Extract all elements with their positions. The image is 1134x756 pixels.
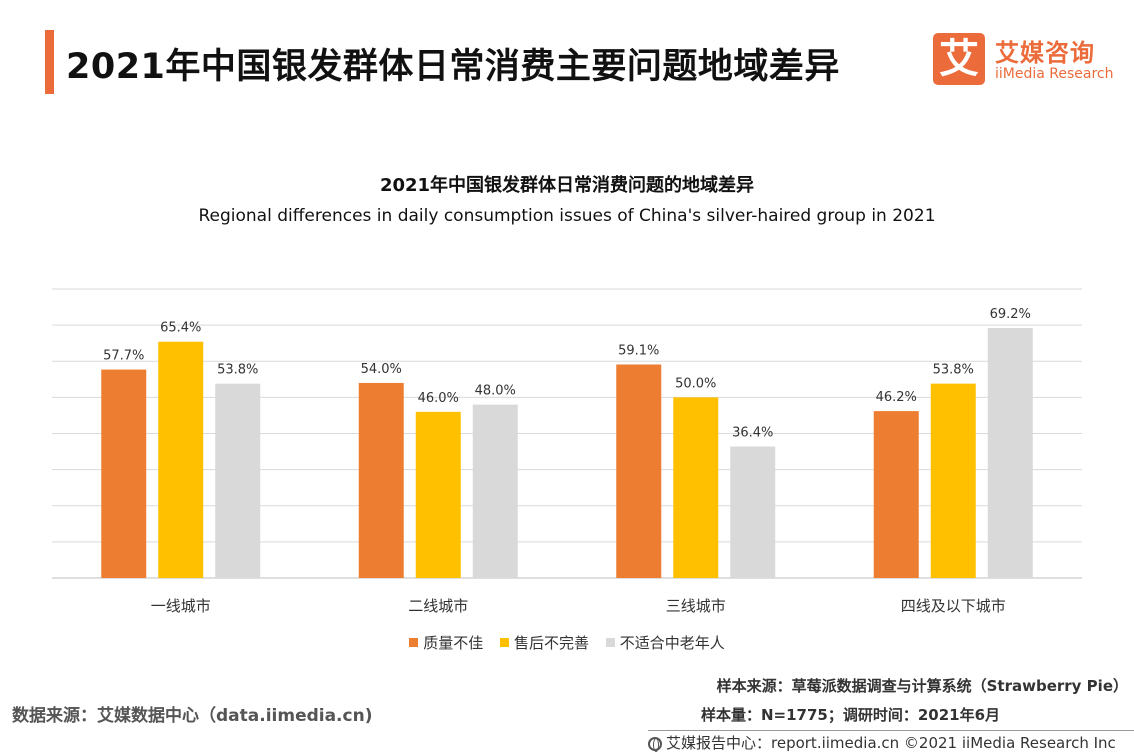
bar — [415, 411, 461, 578]
bar — [987, 328, 1033, 578]
logo-name-en: iiMedia Research — [995, 66, 1114, 82]
chart-subtitle: Regional differences in daily consumptio… — [198, 206, 936, 226]
logo-name-cn: 艾媒咨询 — [995, 39, 1095, 67]
legend-label: 售后不完善 — [513, 634, 589, 652]
bar-value-label: 59.1% — [618, 344, 659, 359]
x-tick-label: 三线城市 — [666, 597, 726, 615]
x-tick-label: 四线及以下城市 — [901, 597, 1006, 615]
bar — [215, 383, 261, 578]
bar-value-label: 54.0% — [361, 362, 402, 377]
bar-value-label: 53.8% — [933, 363, 974, 378]
page-title: 2021年中国银发群体日常消费主要问题地域差异 — [66, 47, 840, 87]
legend-swatch — [605, 638, 615, 647]
legend-item: 不适合中老年人 — [605, 632, 725, 653]
bar-value-label: 36.4% — [732, 426, 773, 441]
bar-value-label: 46.2% — [876, 390, 917, 405]
bar-value-label: 53.8% — [217, 363, 258, 378]
footer: 艾媒报告中心：report.iimedia.cn ©2021 iiMedia R… — [648, 732, 1116, 753]
legend-item: 售后不完善 — [499, 632, 589, 653]
legend-swatch — [409, 638, 419, 647]
bar-value-label: 57.7% — [103, 349, 144, 364]
sample-source: 样本来源：草莓派数据调查与计算系统（Strawberry Pie） — [716, 677, 1128, 695]
bar-value-label: 65.4% — [160, 321, 201, 336]
bar — [158, 341, 204, 578]
bar-value-label: 69.2% — [990, 307, 1031, 322]
bar-value-label: 50.0% — [675, 376, 716, 391]
legend-swatch — [499, 638, 509, 647]
logo-mark: 艾 — [933, 33, 985, 85]
bar — [730, 446, 776, 578]
bar-value-label: 48.0% — [475, 384, 516, 399]
sample-size: 样本量：N=1775；调研时间：2021年6月 — [701, 706, 1001, 724]
x-tick-label: 二线城市 — [408, 597, 468, 615]
data-source: 数据来源：艾媒数据中心（data.iimedia.cn) — [12, 706, 373, 726]
legend-label: 质量不佳 — [423, 634, 484, 652]
globe-icon — [648, 737, 662, 752]
bar-value-label: 46.0% — [418, 391, 459, 406]
legend-label: 不适合中老年人 — [619, 634, 725, 652]
footer-text: 艾媒报告中心：report.iimedia.cn ©2021 iiMedia R… — [666, 734, 1116, 752]
legend-item: 质量不佳 — [409, 632, 483, 653]
bar — [930, 383, 976, 578]
title-accent-bar — [45, 30, 54, 94]
brand-logo: 艾 艾媒咨询 iiMedia Research — [933, 33, 1123, 89]
bar — [358, 382, 404, 578]
footer-divider — [648, 730, 1134, 731]
logo-mark-text: 艾 — [939, 36, 979, 82]
bar — [616, 364, 662, 578]
bar — [873, 411, 919, 578]
x-tick-label: 一线城市 — [151, 597, 211, 615]
bar — [673, 397, 719, 578]
chart-legend: 质量不佳 售后不完善 不适合中老年人 — [0, 632, 1134, 653]
bar — [101, 369, 147, 578]
bar — [472, 404, 518, 578]
chart-title: 2021年中国银发群体日常消费问题的地域差异 — [379, 175, 755, 196]
